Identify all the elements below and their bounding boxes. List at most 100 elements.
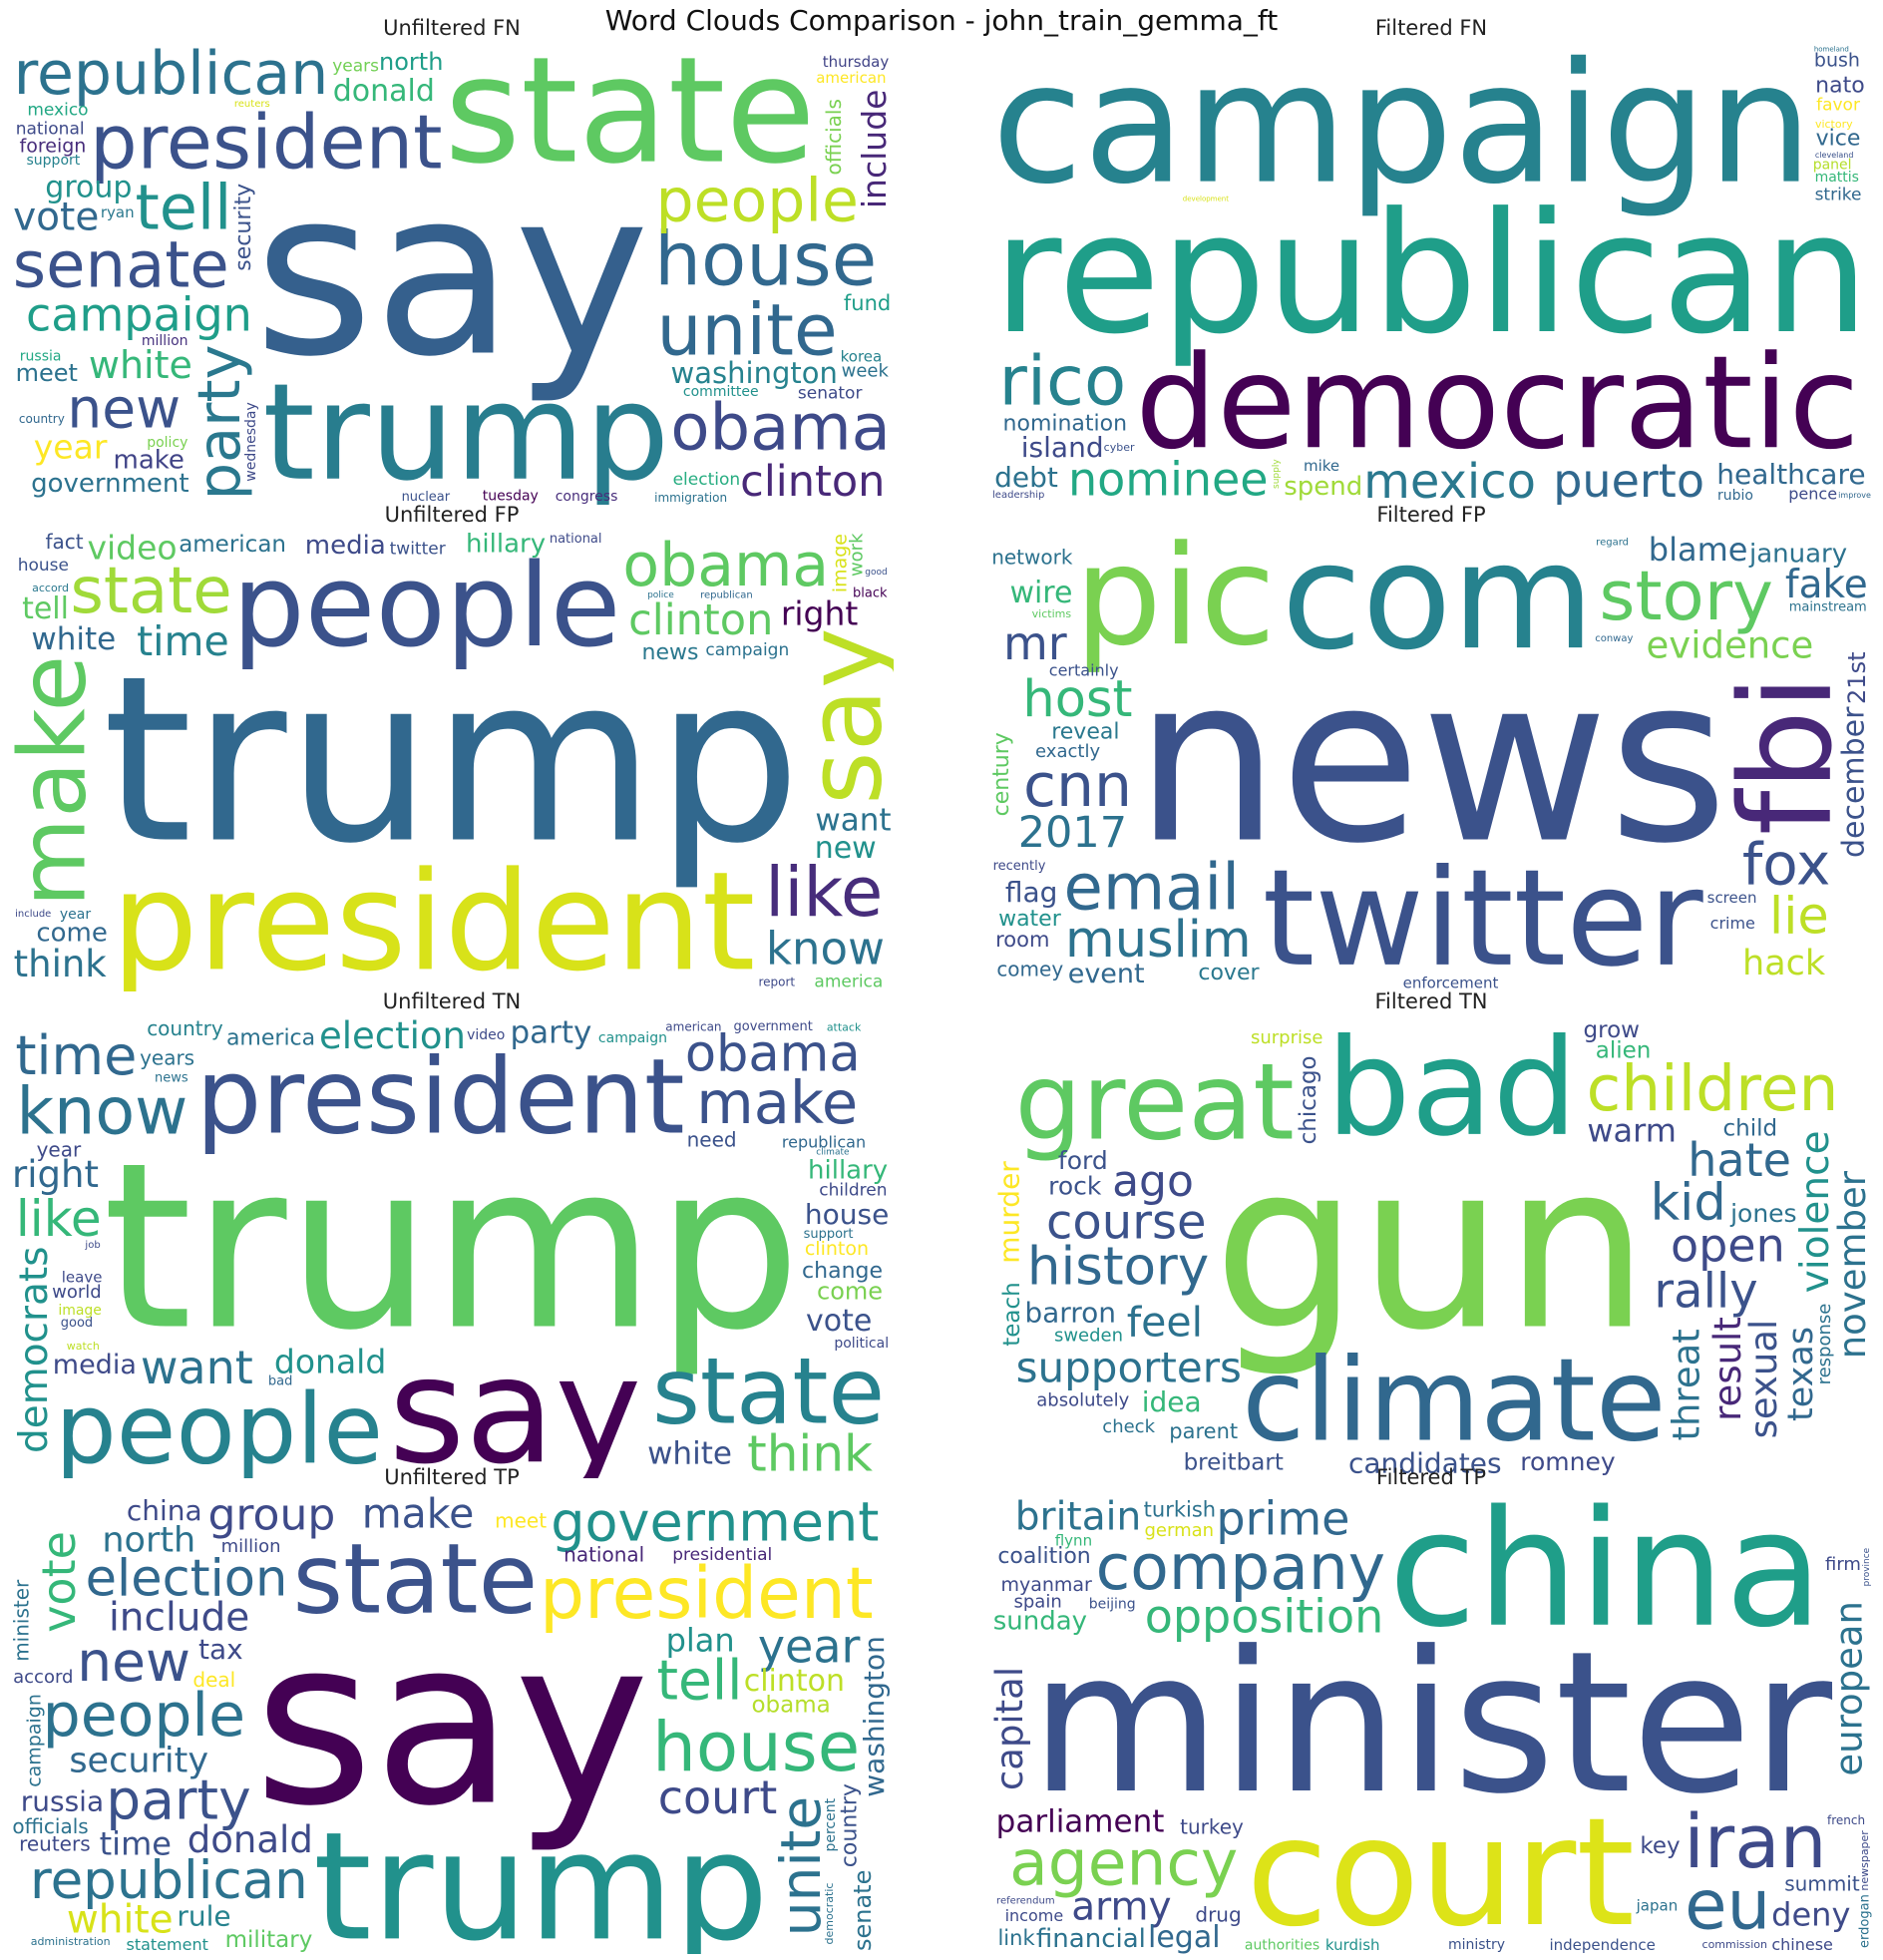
panel-title: Filtered FP (1376, 503, 1486, 527)
cloud-word: china (127, 1494, 202, 1527)
cloud-word: country (19, 412, 65, 426)
cloud-word: state (71, 555, 232, 628)
cloud-word: republican (30, 1850, 308, 1911)
cloud-word: korea (841, 347, 883, 365)
cloud-word: minister (10, 1579, 34, 1662)
panel-title: Unfiltered FP (384, 503, 520, 527)
cloud-word: think (14, 943, 108, 985)
cloud-word: century (989, 732, 1014, 816)
cloud-word: water (998, 907, 1062, 932)
cloud-word: senate (849, 1870, 877, 1951)
cloud-word: commission (1702, 1938, 1768, 1951)
cloud-word: obama (685, 1024, 861, 1083)
cloud-word: army (1071, 1885, 1171, 1930)
cloud-word: group (45, 171, 132, 205)
cloud-word: spain (1014, 1591, 1062, 1612)
cloud-word: democratic (1135, 328, 1859, 478)
cloud-word: reveal (1051, 720, 1119, 745)
cloud-word: kurdish (1325, 1936, 1380, 1954)
cloud-word: european (1827, 1601, 1870, 1776)
cloud-word: candidates (1348, 1447, 1502, 1478)
cloud-word: ryan (101, 203, 135, 221)
cloud-word: wednesday (243, 402, 259, 481)
cloud-word: make (10, 655, 107, 908)
cloud-word: history (1027, 1236, 1209, 1297)
cloud-word: officials (822, 99, 846, 175)
cloud-word: nato (1815, 74, 1865, 99)
cloud-word: barron (1024, 1296, 1116, 1329)
cloud-word: group (208, 1493, 336, 1540)
cloud-word: congress (556, 489, 618, 505)
cloud-word: open (1671, 1219, 1785, 1273)
cloud-word: north (102, 1521, 195, 1561)
cloud-word: rubio (1717, 488, 1753, 504)
cloud-word: year (37, 1137, 82, 1161)
cloud-word: island (1021, 431, 1104, 464)
cloud-word: say (389, 1326, 642, 1478)
cloud-word: people (232, 540, 621, 673)
cloud-word: like (765, 853, 883, 933)
cloud-word: debt (994, 461, 1058, 494)
cloud-word: white (89, 343, 192, 387)
cloud-word: french (1827, 1813, 1865, 1827)
cloud-word: climate (1242, 1334, 1666, 1467)
cloud-word: summit (1784, 1871, 1860, 1895)
cloud-word: government (551, 1493, 879, 1554)
cloud-word: exactly (1035, 741, 1100, 762)
cloud-word: job (84, 1240, 100, 1251)
cloud-word: good (61, 1316, 93, 1331)
word-cloud: trump say president people state obama make kno… (10, 1017, 894, 1478)
cloud-word: political (834, 1336, 889, 1352)
cloud-word: tell (135, 171, 231, 243)
cloud-word: committee (683, 384, 759, 400)
cloud-word: children (819, 1180, 887, 1200)
cloud-word: kid (1651, 1173, 1726, 1232)
cloud-word: include (109, 1596, 249, 1641)
cloud-word: work (847, 533, 868, 577)
cloud-word: trump (103, 1115, 802, 1381)
cloud-word: american (816, 69, 886, 87)
cloud-word: china (1388, 1493, 1823, 1663)
cloud-word: bush (1814, 50, 1860, 72)
cloud-word: agency (1009, 1826, 1238, 1899)
cloud-word: video (467, 1027, 505, 1043)
cloud-word: nuclear (402, 490, 451, 505)
cloud-word: president (540, 1552, 874, 1635)
cloud-word: russia (20, 349, 62, 365)
cloud-word: think (747, 1424, 873, 1478)
cloud-word: police (647, 590, 674, 600)
cloud-word: nomination (1003, 412, 1128, 437)
cloud-word: 2017 (1018, 808, 1127, 858)
cloud-word: pic (1074, 531, 1276, 676)
cloud-word: know (766, 923, 885, 976)
cloud-word: teach (999, 1282, 1025, 1347)
cloud-word: news (642, 640, 699, 665)
cloud-word: certainly (1049, 660, 1119, 679)
cloud-word: presidential (672, 1545, 772, 1565)
cloud-word: company (1096, 1531, 1385, 1604)
cloud-word: senator (798, 384, 863, 404)
cloud-word: state (293, 1523, 539, 1636)
cloud-word: election (319, 1017, 466, 1057)
cloud-word: leave (62, 1268, 103, 1286)
cloud-word: national (550, 532, 602, 547)
cloud-word: texas (1781, 1327, 1821, 1421)
cloud-word: mattis (1815, 170, 1859, 186)
cloud-word: great (1015, 1040, 1295, 1163)
cloud-word: violence (1793, 1130, 1838, 1293)
cloud-word: new (67, 376, 181, 440)
cloud-word: muslim (1065, 911, 1252, 970)
cloud-word: year (758, 1619, 861, 1673)
cloud-word: feel (1127, 1299, 1203, 1347)
cloud-word: come (817, 1277, 883, 1305)
cloud-word: support (804, 1227, 854, 1242)
cloud-word: military (225, 1927, 313, 1953)
cloud-word: obama (670, 392, 891, 466)
cloud-word: policy (147, 435, 188, 451)
cloud-word: japan (1636, 1897, 1679, 1915)
cloud-word: state (652, 1338, 885, 1444)
